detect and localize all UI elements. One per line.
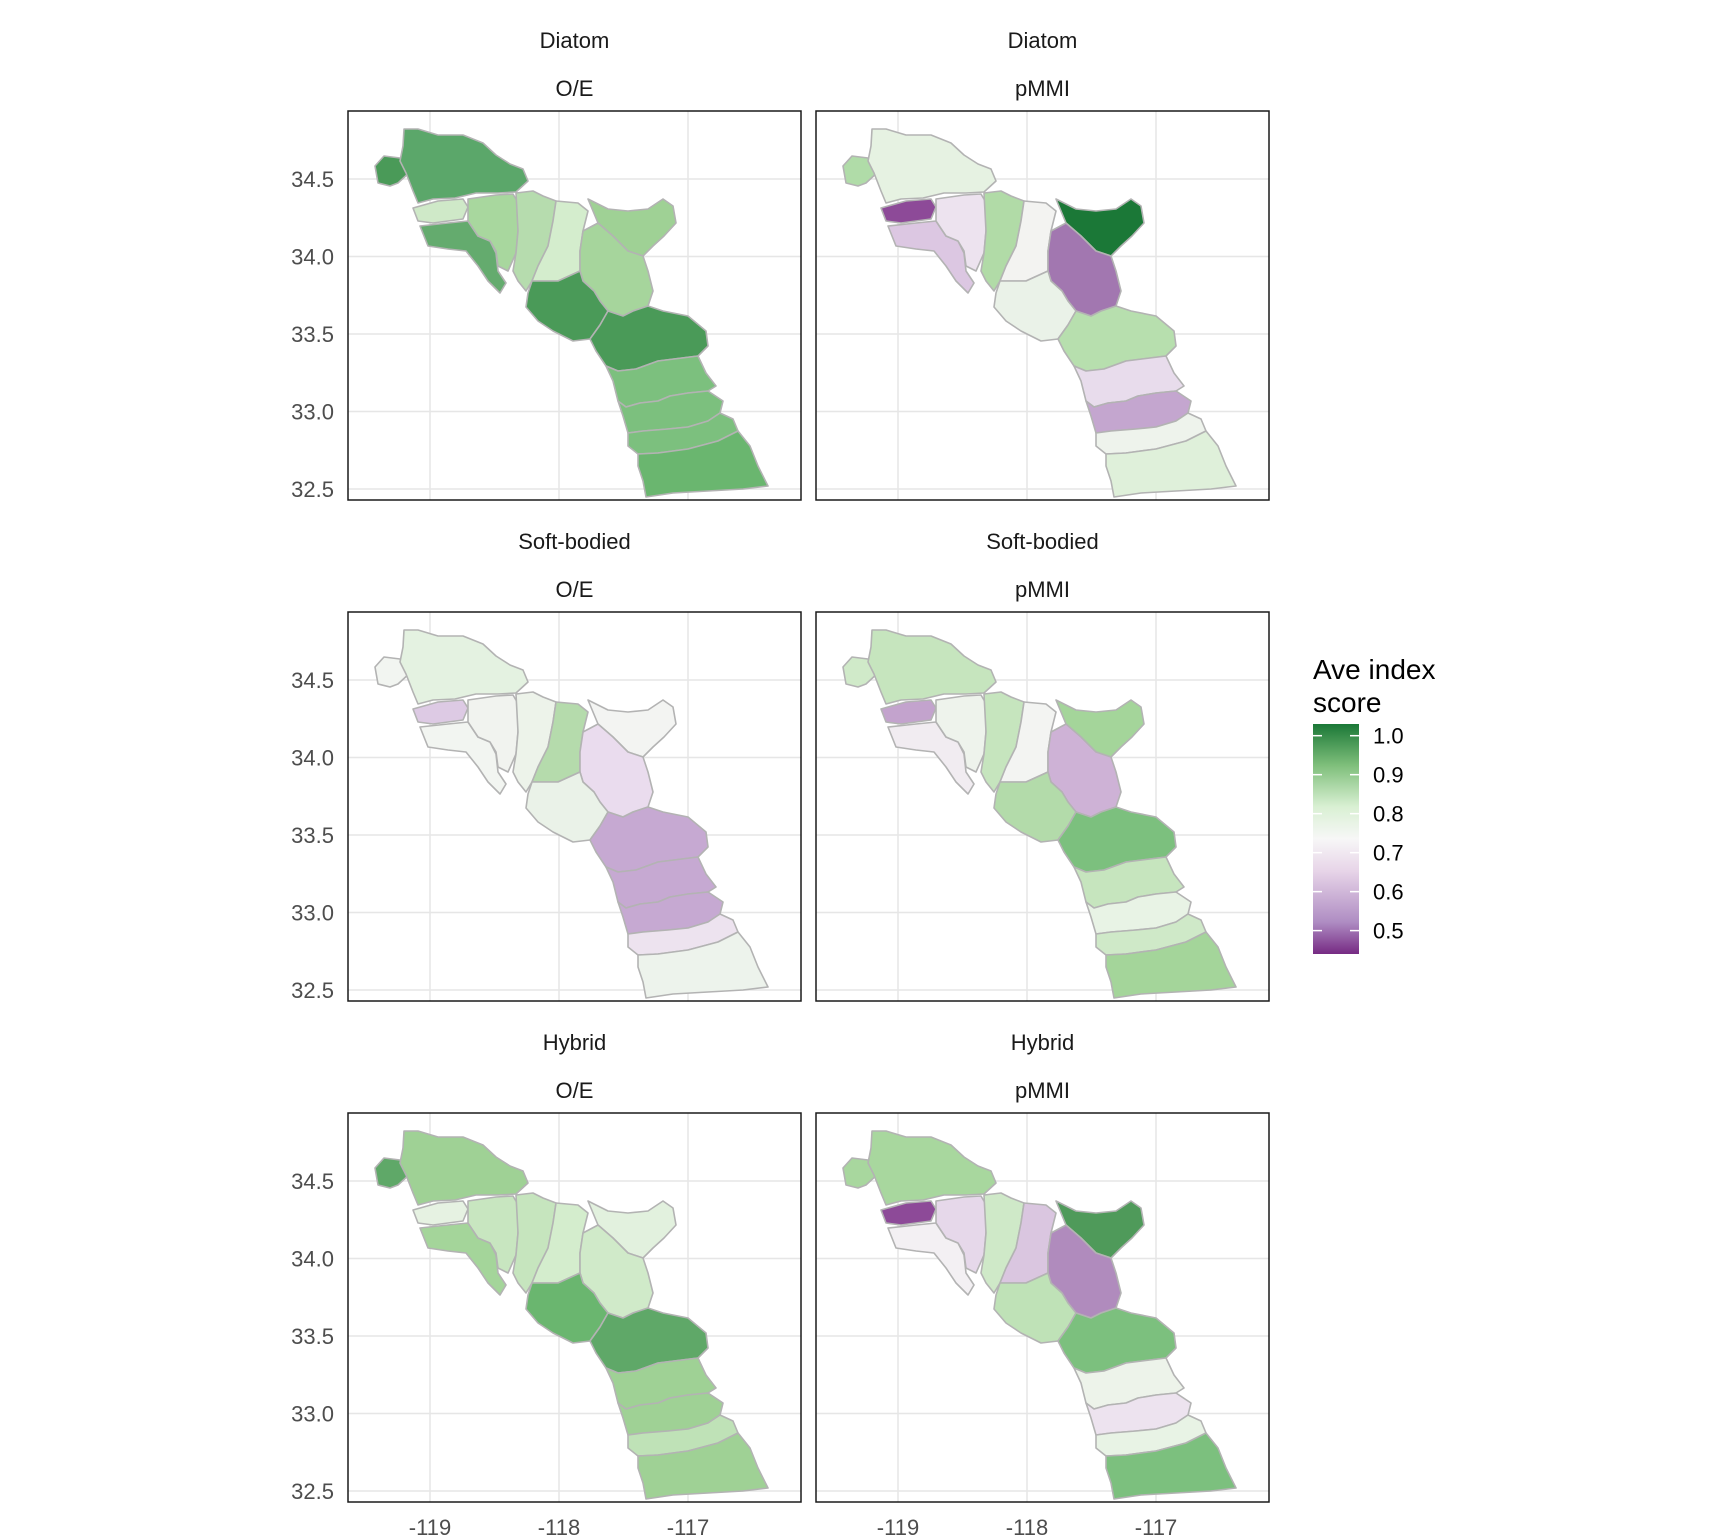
panel-strip-index: pMMI (1015, 577, 1070, 602)
watershed-region (935, 193, 989, 272)
panel-border (815, 1112, 1270, 1503)
panel-border (347, 110, 802, 501)
map-panel-6: Hybrid pMMI (815, 1030, 1270, 1503)
watershed-region (399, 629, 529, 705)
y-tick-label: 34.0 (291, 746, 334, 771)
color-legend: Ave index score 1.0 0.9 0.8 0.7 0.6 0.5 (1313, 654, 1435, 954)
x-tick-label: -118 (1006, 1515, 1048, 1536)
watershed-region (935, 694, 989, 773)
legend-label: 1.0 (1373, 724, 1404, 749)
y-tick-label: 32.5 (291, 978, 334, 1003)
y-tick-label: 32.5 (291, 477, 334, 502)
x-tick-label: -117 (667, 1515, 709, 1536)
legend-title-line1: Ave index (1313, 654, 1435, 685)
y-tick-label: 33.0 (291, 901, 334, 926)
map-panel-4: Soft-bodied pMMI (815, 529, 1270, 1002)
y-tick-label: 33.0 (291, 1402, 334, 1427)
y-tick-label: 32.5 (291, 1479, 334, 1504)
watershed-regions (374, 128, 769, 498)
watershed-region (1105, 931, 1237, 999)
watershed-region (867, 1130, 997, 1206)
watershed-region (935, 1195, 989, 1274)
watershed-region (880, 1200, 937, 1226)
watershed-region (399, 128, 529, 204)
x-tick-label: -118 (538, 1515, 580, 1536)
panel-strip-assemblage: Soft-bodied (986, 529, 1099, 554)
map-panels: DiatomO/EDiatompMMISoft-bodiedO/ESoft-bo… (347, 28, 1270, 1503)
y-tick-label: 34.0 (291, 245, 334, 270)
watershed-region (880, 198, 937, 224)
watershed-region (867, 629, 997, 705)
y-tick-label: 34.5 (291, 167, 334, 192)
panel-border (815, 611, 1270, 1002)
legend-label: 0.7 (1373, 841, 1404, 866)
y-tick-label: 33.5 (291, 322, 334, 347)
panel-strip-assemblage: Diatom (1008, 28, 1078, 53)
x-tick-label: -117 (1135, 1515, 1177, 1536)
watershed-regions (842, 1130, 1237, 1500)
watershed-region (637, 931, 769, 999)
y-tick-label: 33.5 (291, 1324, 334, 1349)
legend-label: 0.9 (1373, 763, 1404, 788)
watershed-region (1105, 430, 1237, 498)
watershed-region (467, 193, 521, 272)
watershed-regions (842, 128, 1237, 498)
map-panel-2: Diatom pMMI (815, 28, 1270, 501)
y-tick-label: 34.5 (291, 1169, 334, 1194)
map-panel-1: Diatom O/E (347, 28, 802, 501)
legend-colorbar (1313, 724, 1359, 954)
axes: 34.5 34.0 33.5 33.0 32.5 34.5 34.0 33.5 33.0 32.5… (291, 167, 1177, 1536)
watershed-region (867, 128, 997, 204)
watershed-regions (374, 629, 769, 999)
watershed-region (412, 1200, 469, 1226)
panel-strip-assemblage: Soft-bodied (518, 529, 631, 554)
panel-strip-index: pMMI (1015, 76, 1070, 101)
panel-strip-assemblage: Hybrid (1011, 1030, 1075, 1055)
panel-strip-index: O/E (556, 76, 594, 101)
panel-border (815, 110, 1270, 501)
panel-strip-assemblage: Hybrid (543, 1030, 607, 1055)
watershed-regions (842, 629, 1237, 999)
x-tick-label: -119 (877, 1515, 919, 1536)
panel-border (347, 1112, 802, 1503)
y-tick-label: 34.0 (291, 1247, 334, 1272)
y-tick-label: 33.5 (291, 823, 334, 848)
panel-strip-assemblage: Diatom (540, 28, 610, 53)
map-panel-5: Hybrid O/E (347, 1030, 802, 1503)
watershed-region (1105, 1432, 1237, 1500)
legend-label: 0.6 (1373, 880, 1404, 905)
panel-strip-index: pMMI (1015, 1078, 1070, 1103)
watershed-region (880, 699, 937, 725)
legend-title-line2: score (1313, 687, 1381, 718)
panel-strip-index: O/E (556, 577, 594, 602)
y-tick-label: 34.5 (291, 668, 334, 693)
panel-strip-index: O/E (556, 1078, 594, 1103)
watershed-region (412, 198, 469, 224)
watershed-region (467, 1195, 521, 1274)
y-tick-label: 33.0 (291, 400, 334, 425)
legend-label: 0.8 (1373, 802, 1404, 827)
legend-label: 0.5 (1373, 919, 1404, 944)
watershed-region (399, 1130, 529, 1206)
watershed-region (467, 694, 521, 773)
watershed-region (637, 1432, 769, 1500)
watershed-region (637, 430, 769, 498)
map-panel-3: Soft-bodied O/E (347, 529, 802, 1002)
panel-border (347, 611, 802, 1002)
x-tick-label: -119 (409, 1515, 451, 1536)
watershed-region (412, 699, 469, 725)
watershed-regions (374, 1130, 769, 1500)
